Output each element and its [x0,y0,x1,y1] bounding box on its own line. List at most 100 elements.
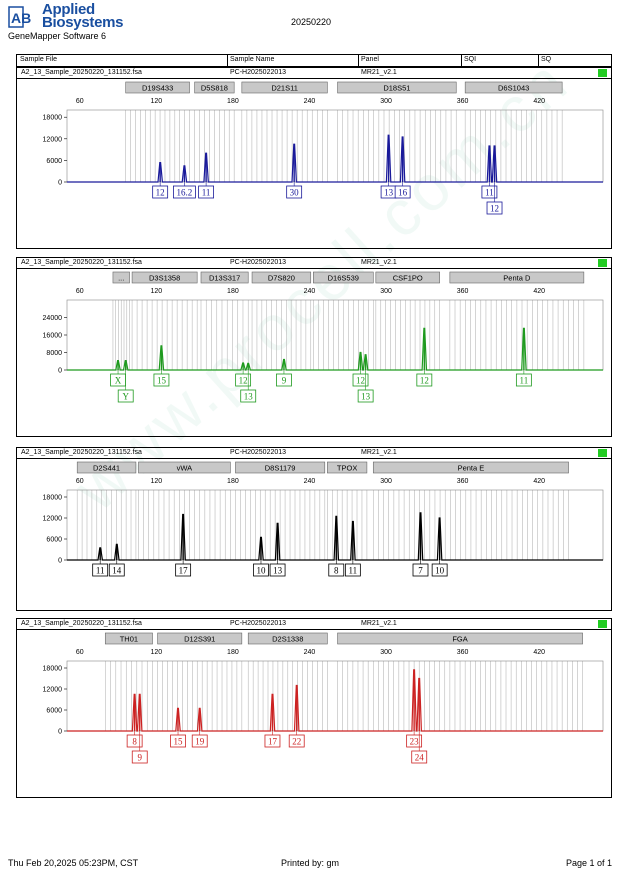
y-tick-label: 6000 [46,158,62,165]
locus-bar [251,271,312,284]
locus-label: TH01 [120,635,138,644]
allele-call-box[interactable] [126,734,143,748]
allele-call-box[interactable] [286,185,303,199]
allele-call-box[interactable] [170,734,186,748]
allele-call-box[interactable] [357,389,374,403]
x-tick-label: 300 [380,288,392,295]
col-sample-name: Sample Name [230,56,275,63]
allele-call-box[interactable] [117,389,134,403]
allele-call-box[interactable] [253,563,269,577]
sample-row: A2_13_Sample_20250220_131152.fsa PC-H202… [17,619,611,630]
allele-call-box[interactable] [406,734,423,748]
y-tick-label: 24000 [43,315,63,322]
plot-frame [66,489,604,561]
signal-trace [67,512,603,561]
x-tick-label: 60 [76,649,84,656]
y-tick-label: 18000 [43,115,63,122]
locus-label: vWA [177,464,193,473]
logo-line2: Biosystems [42,14,124,31]
x-tick-label: 300 [380,98,392,105]
allele-call-box[interactable] [153,373,170,387]
allele-call-label: Y [122,392,129,402]
y-tick-label: 0 [58,180,62,187]
allele-call-box[interactable] [269,563,286,577]
allele-call-box[interactable] [198,185,215,199]
allele-call-box[interactable] [344,563,361,577]
allele-call-box[interactable] [191,734,208,748]
locus-bar [235,461,326,474]
allele-call-box[interactable] [328,563,345,577]
allele-call-label: 24 [415,753,425,763]
x-tick-label: 120 [150,288,162,295]
sample-file: A2_13_Sample_20250220_131152.fsa [21,259,142,266]
sample-file: A2_13_Sample_20250220_131152.fsa [21,69,142,76]
header-top-rule [16,54,612,55]
x-tick-label: 60 [76,98,84,105]
allele-call-label: 15 [174,737,184,747]
x-tick-label: 360 [457,288,469,295]
locus-bar [464,81,563,94]
allele-call-box[interactable] [108,563,125,577]
sample-file: A2_13_Sample_20250220_131152.fsa [21,620,142,627]
allele-call-label: 16.2 [177,188,193,198]
sample-name: PC-H2025022013 [230,620,287,627]
locus-label: D8S1179 [265,464,296,473]
locus-label: D19S433 [142,84,173,93]
allele-call-box[interactable] [486,201,503,215]
allele-call-box[interactable] [416,373,433,387]
locus-label: TPOX [337,464,357,473]
allele-call-box[interactable] [276,373,292,387]
allele-call-box[interactable] [92,563,109,577]
allele-call-label: 19 [195,737,205,747]
col-divider [358,54,359,66]
allele-call-box[interactable] [352,373,369,387]
x-tick-label: 180 [227,478,239,485]
printed-by: Printed by: gm [281,858,340,868]
allele-call-box[interactable] [240,389,257,403]
allele-call-label: 14 [112,566,122,576]
locus-bar [337,81,457,94]
allele-call-box[interactable] [394,185,411,199]
sample-name: PC-H2025022013 [230,449,287,456]
x-tick-label: 120 [150,98,162,105]
allele-call-label: 13 [273,566,283,576]
allele-call-box[interactable] [173,185,196,199]
plot-frame [66,109,604,183]
run-date: 20250220 [291,17,332,27]
allele-call-label: 15 [157,376,167,386]
col-sample-file: Sample File [20,56,57,63]
allele-call-box[interactable] [131,750,148,764]
allele-call-box[interactable] [481,185,498,199]
allele-call-box[interactable] [411,750,428,764]
electropherogram-panel-green: A2_13_Sample_20250220_131152.fsa PC-H202… [16,257,612,437]
locus-bar [76,461,137,474]
locus-bar [131,271,198,284]
locus-label: Penta D [503,274,531,283]
panel-name: MR21_v2.1 [361,449,397,456]
allele-call-box[interactable] [431,563,448,577]
locus-label: Penta E [458,464,485,473]
allele-call-label: 12 [420,376,429,386]
electropherogram-green: ... D3S1358 D13S317 D7S820 D16S539 CSF1PO Pent… [43,271,604,403]
y-tick-label: 12000 [43,687,63,694]
y-tick-label: 18000 [43,666,63,673]
y-tick-label: 6000 [46,537,62,544]
allele-call-label: 8 [334,566,339,576]
allele-call-label: 13 [384,188,394,198]
x-tick-label: 240 [304,649,316,656]
allele-call-box[interactable] [175,563,192,577]
allele-call-box[interactable] [515,373,532,387]
sample-row: A2_13_Sample_20250220_131152.fsa PC-H202… [17,68,611,79]
allele-call-box[interactable] [152,185,169,199]
locus-label: D13S317 [209,274,240,283]
signal-trace [67,134,603,183]
x-tick-label: 180 [227,98,239,105]
y-tick-label: 16000 [43,333,63,340]
page-number: Page 1 of 1 [566,858,613,868]
allele-call-label: 10 [435,566,445,576]
allele-call-box[interactable] [235,373,252,387]
allele-call-box[interactable] [288,734,305,748]
allele-call-box[interactable] [264,734,281,748]
allele-call-box[interactable] [412,563,429,577]
